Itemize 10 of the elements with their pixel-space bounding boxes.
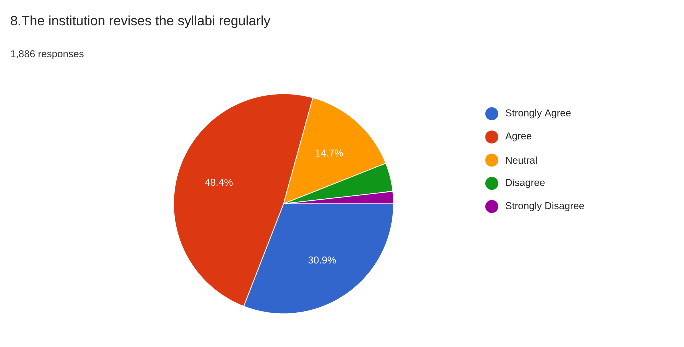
chart-title: 8.The institution revises the syllabi regularly (11, 16, 271, 28)
legend-label: Neutral (506, 156, 537, 164)
data-label: 30.9% (308, 256, 336, 264)
legend-label: Disagree (506, 178, 545, 188)
data-label: 14.7% (316, 150, 344, 157)
text: 1,886 responses (11, 50, 84, 60)
legend-label: Strongly Agree (506, 109, 571, 119)
data-label: 48.4% (205, 178, 233, 186)
legend-label: Agree (506, 132, 532, 142)
legend-label: Strongly Disagree (506, 202, 584, 212)
